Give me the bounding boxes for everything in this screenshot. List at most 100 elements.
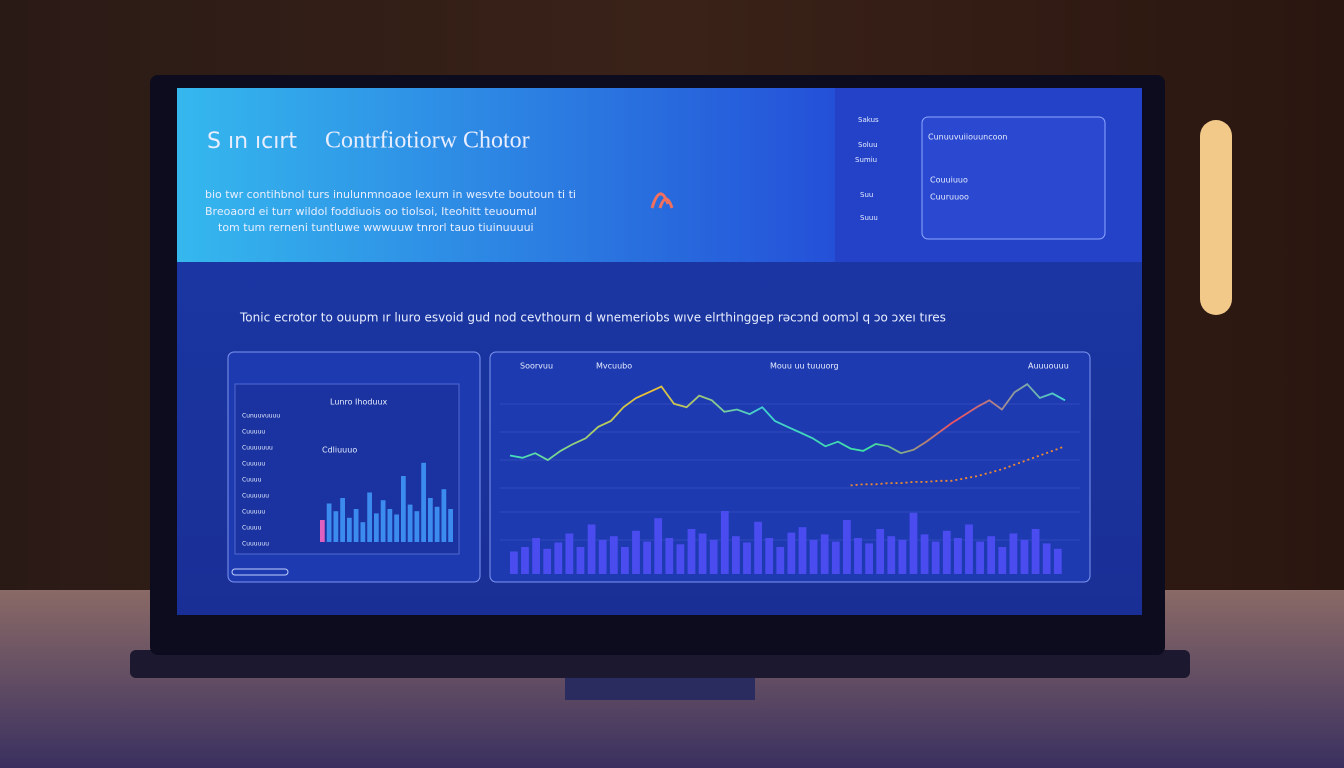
side-labels: Sakus Soluu Sumiu Suu Suuu <box>855 116 879 222</box>
scroll-pill <box>231 568 289 576</box>
list-item: Cuuuu <box>242 525 262 532</box>
volume-bar <box>654 518 663 574</box>
list-item: Cuuuuu <box>242 509 265 516</box>
bar <box>360 522 366 542</box>
card-title: Cunuuvuiiouuncoon <box>928 133 1007 142</box>
volume-bar <box>865 543 873 574</box>
volume-bar <box>787 532 796 574</box>
volume-bar <box>732 536 740 574</box>
volume-bar <box>887 536 896 574</box>
legend: Soorvuu Mvcuubo Mouu uu tuuuorg Auuuouuu <box>520 362 1069 371</box>
volume-bar <box>920 534 929 574</box>
volume-bar <box>909 512 918 574</box>
bar <box>434 506 440 542</box>
bar <box>401 476 406 542</box>
volume-bar <box>754 521 762 574</box>
legend-item: Auuuouuu <box>1028 362 1069 371</box>
legend-item: Soorvuu <box>520 362 553 371</box>
side-label: Sakus <box>858 116 879 124</box>
volume-bar <box>709 539 718 574</box>
volume-bar <box>931 541 940 574</box>
volume-bar <box>698 533 707 574</box>
volume-bar <box>898 539 907 574</box>
volume-bar <box>510 551 518 574</box>
volume-bar <box>998 547 1007 574</box>
bar <box>387 509 393 542</box>
volume-bar <box>676 544 685 574</box>
base <box>130 650 1190 678</box>
legend-item: Mouu uu tuuuorg <box>770 362 839 371</box>
bar <box>320 520 325 542</box>
volume-bar <box>809 539 818 574</box>
logo <box>650 192 674 209</box>
header-line: Breoaord ei turr wildol foddiuois oo tio… <box>205 205 537 218</box>
list-item: Cuuuuu <box>242 461 265 468</box>
bar <box>374 513 379 542</box>
volume-bar <box>532 538 540 574</box>
bar <box>367 492 372 542</box>
volume-bar <box>1020 539 1029 574</box>
list-item: Cuuuuu <box>242 429 265 436</box>
volume-bar <box>609 536 618 574</box>
volume-bar <box>720 511 729 574</box>
left-subtitle: Cdliuuuo <box>322 446 357 455</box>
bar <box>414 511 420 542</box>
lamp <box>1200 120 1232 315</box>
volume-bar <box>643 541 651 574</box>
volume-bar <box>743 542 751 574</box>
list-item: Cuuuuuu <box>242 493 269 500</box>
side-label: Suuu <box>860 214 878 222</box>
volume-bar <box>554 542 563 574</box>
volume-bar <box>776 547 785 574</box>
bar <box>333 511 339 542</box>
bar <box>380 500 386 542</box>
bar <box>347 517 352 542</box>
side-label: Suu <box>860 191 873 199</box>
line-line <box>509 383 1066 462</box>
volume-bar <box>854 538 862 574</box>
volume-bar <box>632 530 640 574</box>
volume-bar <box>965 524 973 574</box>
bar <box>428 498 433 542</box>
main-panel <box>489 351 1091 583</box>
volume-bar <box>843 520 851 574</box>
marks: Cunuuvuuuu Cuuuuu Cuuuuuuu Cuuuuu Cuuuu Cuuuu… <box>242 383 1080 574</box>
volume-bar <box>576 547 585 574</box>
list-item: Cuuuu <box>242 477 262 484</box>
card-line: Cuuruuoo <box>930 193 969 202</box>
header-line: bio twr contihbnol turs inulunmnoaoe lex… <box>205 188 576 201</box>
header-band <box>177 88 835 262</box>
volume-bar <box>820 534 829 574</box>
volume-bar <box>1031 529 1040 574</box>
volume-bar <box>521 547 529 574</box>
list-item: Cunuuvuuuu <box>242 413 280 420</box>
info-card <box>921 116 1106 240</box>
trend-line <box>850 445 1066 487</box>
bar <box>340 498 345 542</box>
volume-bar <box>765 538 774 574</box>
volume-bar <box>987 536 996 574</box>
bar <box>407 504 413 542</box>
volume-bar <box>954 538 962 574</box>
volume-bar <box>876 529 885 574</box>
volume-bar <box>587 524 596 574</box>
volume-bar <box>942 530 951 574</box>
bar <box>326 503 332 542</box>
side-label: Sumiu <box>855 156 877 164</box>
volume-bar <box>1009 533 1018 574</box>
volume-bar <box>831 541 840 574</box>
volume-bar <box>976 541 984 574</box>
volume-bar <box>598 539 607 574</box>
volume-bar <box>687 529 696 574</box>
title: Contrfiotiorw Chotor <box>325 128 530 154</box>
legend-item: Mvcuubo <box>596 362 632 371</box>
volume-bar <box>798 527 807 574</box>
volume-bar <box>543 548 552 574</box>
card-line: Couuiuuo <box>930 176 968 185</box>
side-label: Soluu <box>858 141 878 149</box>
volume-bar <box>565 533 574 574</box>
bar <box>394 514 399 542</box>
list-item: Cuuuuuu <box>242 541 269 548</box>
